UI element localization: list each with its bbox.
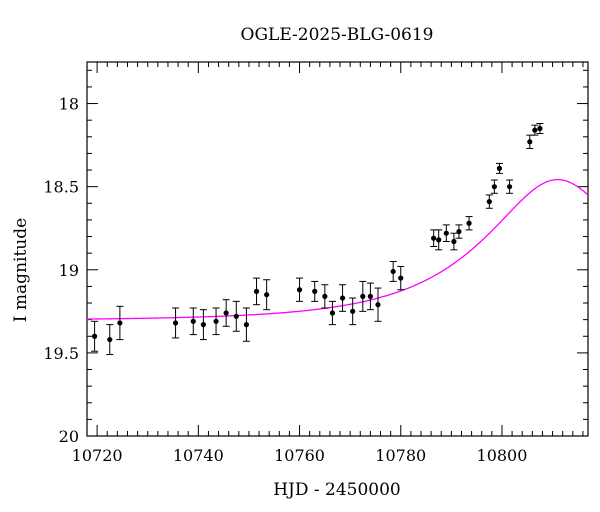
data-point (296, 277, 304, 302)
data-point (311, 280, 319, 302)
data-marker (200, 322, 206, 328)
plot-frame (86, 61, 589, 437)
data-point (116, 305, 124, 341)
data-point (253, 277, 261, 306)
data-point (172, 307, 180, 339)
data-marker (390, 268, 396, 275)
data-point (531, 124, 539, 136)
data-marker (491, 184, 497, 190)
data-marker (436, 237, 442, 243)
data-point (490, 179, 498, 194)
data-point (242, 307, 250, 342)
data-point (359, 280, 367, 312)
data-point (328, 300, 336, 326)
data-point (455, 224, 463, 239)
x-axis-label: HJD - 2450000 (273, 480, 401, 500)
data-point (397, 265, 405, 291)
data-marker (367, 293, 373, 299)
data-marker (107, 336, 113, 343)
data-marker (339, 295, 346, 301)
data-marker (253, 288, 260, 294)
chart-title: OGLE-2025-BLG-0619 (241, 25, 434, 45)
data-marker (322, 293, 328, 299)
data-point (106, 324, 114, 356)
data-point (232, 300, 240, 332)
data-point (366, 282, 374, 311)
data-marker (329, 310, 336, 316)
data-point (485, 194, 493, 209)
data-point (506, 179, 514, 194)
data-point (435, 229, 443, 251)
x-tick-label: 10740 (173, 446, 224, 465)
data-marker (486, 199, 492, 205)
data-marker (296, 287, 303, 293)
y-tick-label: 20 (59, 427, 79, 446)
data-marker (312, 288, 318, 294)
data-point (465, 216, 473, 231)
data-point (536, 123, 544, 134)
data-marker (264, 292, 270, 298)
data-marker (431, 235, 437, 241)
data-point (263, 279, 271, 311)
data-point (349, 297, 357, 326)
data-point (389, 260, 397, 282)
data-marker (443, 230, 449, 236)
x-tick-label: 10800 (477, 446, 528, 465)
data-marker (190, 318, 196, 324)
data-marker (466, 220, 472, 226)
data-marker (506, 184, 513, 190)
data-point (526, 134, 534, 149)
data-marker (532, 127, 538, 133)
data-marker (360, 293, 366, 299)
data-marker (375, 302, 381, 308)
x-tick-label: 10760 (274, 446, 325, 465)
data-marker (233, 313, 239, 319)
plot-area: 10720 10740 10760 10780 10800 18 18.5 19 19.5 20 (43, 61, 589, 465)
data-marker (527, 139, 533, 145)
data-marker (117, 320, 123, 326)
data-point (339, 284, 347, 312)
x-tick-label: 10780 (375, 446, 426, 465)
data-marker (451, 238, 457, 245)
data-point (450, 232, 458, 251)
data-point (212, 307, 220, 336)
y-axis-label: I magnitude (11, 218, 31, 322)
y-tick-label: 18 (59, 95, 79, 114)
model-curve (87, 178, 588, 320)
data-marker (537, 125, 543, 132)
data-marker (243, 322, 250, 328)
data-point (442, 224, 450, 243)
data-marker (172, 320, 179, 326)
data-point (374, 287, 382, 322)
data-point (189, 307, 197, 336)
data-marker (456, 228, 462, 235)
data-marker (91, 333, 98, 339)
data-marker (223, 310, 229, 316)
data-marker (398, 275, 404, 281)
y-tick-label: 19.5 (43, 344, 79, 363)
data-marker (350, 308, 356, 314)
data-point (321, 284, 329, 309)
data-marker (213, 318, 219, 324)
data-point (495, 162, 503, 174)
data-marker (496, 165, 503, 171)
y-tick-label: 18.5 (43, 178, 79, 197)
y-tick-label: 19 (59, 261, 79, 280)
x-tick-label: 10720 (72, 446, 123, 465)
data-point (199, 309, 207, 341)
data-point (91, 320, 99, 352)
data-point (430, 229, 438, 248)
data-point (222, 299, 230, 327)
